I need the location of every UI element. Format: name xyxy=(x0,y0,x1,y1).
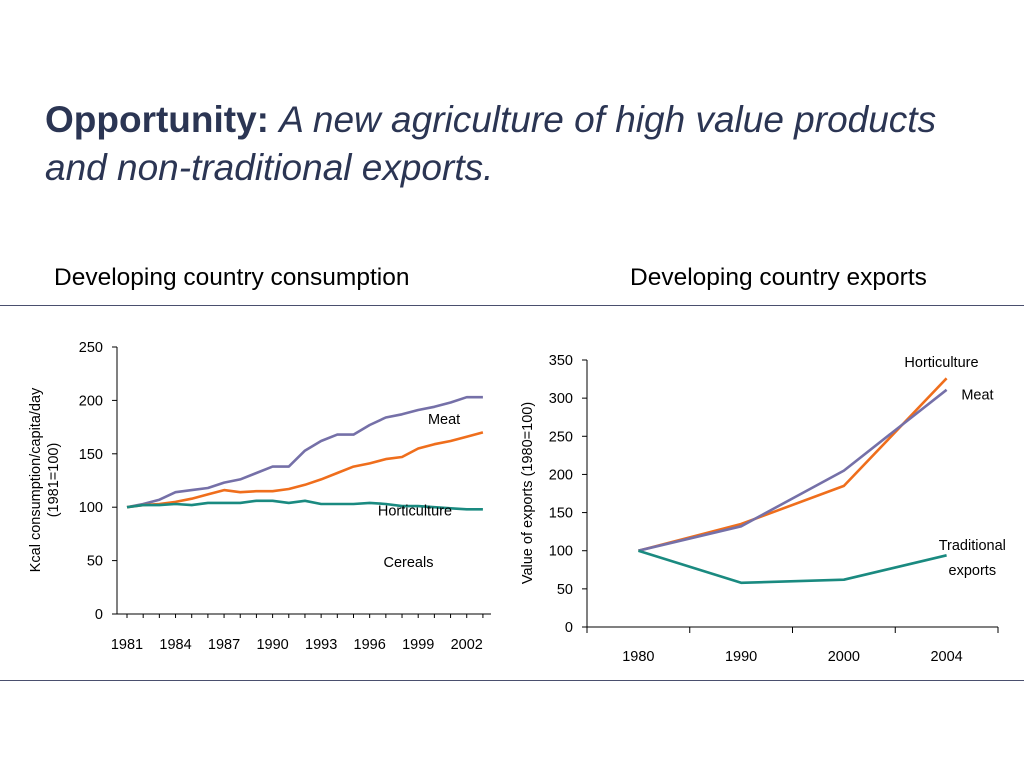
exports-y-tick-label: 350 xyxy=(549,353,573,369)
consumption-y-tick-label: 150 xyxy=(79,447,103,463)
consumption-y-tick-label: 100 xyxy=(79,500,103,516)
exports-series-horticulture xyxy=(638,377,948,552)
exports-series-traditional-exports xyxy=(638,549,947,585)
exports-y-tick-label: 150 xyxy=(549,506,573,522)
consumption-x-tick-label: 1981 xyxy=(111,637,143,653)
slide-title: Opportunity: A new agriculture of high v… xyxy=(45,96,985,192)
exports-y-tick-label: 300 xyxy=(549,391,573,407)
exports-y-tick-label: 200 xyxy=(549,467,573,483)
consumption-x-tick-label: 1984 xyxy=(159,637,191,653)
exports-label-horticulture: Horticulture xyxy=(904,355,978,371)
bottom-divider xyxy=(0,680,1024,681)
title-rest: A new agriculture of high value products… xyxy=(45,99,937,188)
consumption-y-tick-label: 0 xyxy=(95,607,103,623)
exports-y-tick-label: 250 xyxy=(549,429,573,445)
exports-label-meat: Meat xyxy=(961,388,993,404)
exports-y-tick-label: 0 xyxy=(565,620,573,636)
consumption-panel-heading: Developing country consumption xyxy=(54,264,410,291)
consumption-series-cereals xyxy=(126,499,483,511)
consumption-series-meat xyxy=(126,395,483,509)
consumption-y-tick-label: 250 xyxy=(79,340,103,356)
consumption-series-horticulture xyxy=(126,431,484,509)
consumption-y-tick-label: 200 xyxy=(79,393,103,409)
consumption-chart: 0 50 100 150 200 250 1981 1984 1987 1990 1993 1996 1… xyxy=(28,340,491,653)
exports-x-tick-label: 2004 xyxy=(930,649,962,665)
top-divider xyxy=(0,305,1024,306)
exports-x-tick-label: 1990 xyxy=(725,649,757,665)
exports-x-tick-label: 2000 xyxy=(828,649,860,665)
exports-x-tick-label: 1980 xyxy=(622,649,654,665)
consumption-x-tick-label: 1996 xyxy=(354,637,386,653)
consumption-label-horticulture: Horticulture xyxy=(378,504,452,520)
consumption-y-tick-label: 50 xyxy=(87,554,103,570)
consumption-x-tick-label: 1993 xyxy=(305,637,337,653)
consumption-label-meat: Meat xyxy=(428,412,460,428)
consumption-x-tick-label: 1999 xyxy=(402,637,434,653)
title-lead: Opportunity: xyxy=(45,99,270,140)
exports-y-tick-label: 100 xyxy=(549,544,573,560)
consumption-x-tick-label: 1990 xyxy=(256,637,288,653)
consumption-label-cereals: Cereals xyxy=(384,555,434,571)
exports-y-tick-label: 50 xyxy=(557,582,573,598)
exports-chart: 0 50 100 150 200 250 300 350 1980 1990 2000 2004 Hor… xyxy=(520,353,1006,665)
consumption-x-tick-label: 2002 xyxy=(451,637,483,653)
exports-label-traditional-exports: Traditional exports xyxy=(939,538,1006,579)
consumption-y-axis-label: Kcal consumption/capita/day (1981=100) xyxy=(28,387,62,572)
consumption-x-tick-label: 1987 xyxy=(208,637,240,653)
exports-y-axis-label: Value of exports (1980=100) xyxy=(520,402,536,584)
exports-series-meat xyxy=(638,388,948,552)
exports-panel-heading: Developing country exports xyxy=(630,264,927,291)
